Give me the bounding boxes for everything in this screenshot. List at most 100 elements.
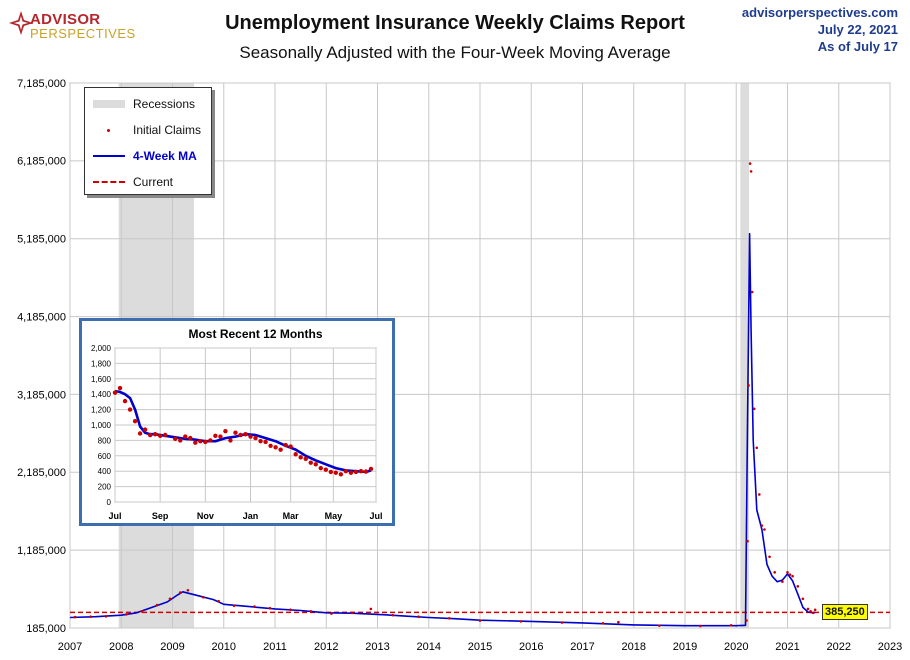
- main-claims-point: [601, 622, 605, 625]
- main-claims-point: [809, 609, 812, 613]
- main-claims-point: [186, 588, 190, 592]
- main-claims-point: [268, 606, 272, 610]
- inset-y-tick-label: 1,400: [91, 390, 112, 399]
- main-x-tick-label: 2010: [212, 641, 236, 653]
- inset-claims-point: [137, 431, 143, 436]
- inset-x-tick-label: Mar: [283, 511, 300, 521]
- main-claims-point: [729, 623, 733, 627]
- inset-x-tick-label: Jan: [243, 511, 259, 521]
- main-claims-point: [768, 555, 771, 559]
- main-claims-point: [73, 615, 77, 619]
- inset-claims-point: [233, 430, 238, 435]
- inset-claims-point: [333, 470, 339, 475]
- main-y-tick-label: 3,185,000: [17, 389, 66, 401]
- recession-swatch: [93, 98, 125, 110]
- inset-claims-point: [323, 467, 329, 472]
- main-claims-point: [801, 597, 805, 601]
- main-claims-point: [447, 616, 451, 620]
- legend: Recessions Initial Claims 4-Week MA Curr…: [84, 87, 212, 195]
- inset-claims-point: [273, 445, 278, 450]
- main-claims-point: [155, 603, 159, 607]
- inset-ma-line: [114, 389, 372, 474]
- main-claims-point: [811, 611, 815, 615]
- main-claims-point: [760, 524, 764, 527]
- main-claims-point: [786, 571, 789, 574]
- main-x-tick-label: 2012: [314, 641, 338, 653]
- main-claims-point: [104, 615, 108, 618]
- inset-claims-point: [278, 447, 283, 452]
- main-claims-point: [699, 624, 702, 628]
- compass-logo-icon: [9, 11, 33, 35]
- inset-claims-point: [368, 466, 374, 472]
- main-claims-point: [217, 599, 220, 603]
- main-ma-line: [69, 232, 816, 627]
- inset-claims-point: [358, 469, 364, 474]
- logo-line1: ADVISOR: [30, 11, 101, 28]
- main-claims-point: [232, 604, 236, 608]
- main-claims-point: [749, 170, 753, 173]
- main-claims-point: [178, 591, 182, 594]
- inset-claims-point: [353, 469, 359, 475]
- main-x-tick-label: 2023: [878, 641, 902, 653]
- inset-claims-point: [343, 469, 349, 474]
- main-x-tick-label: 2020: [724, 641, 748, 653]
- inset-claims-point: [223, 428, 228, 434]
- main-claims-point: [560, 621, 564, 624]
- legend-ma: 4-Week MA: [93, 147, 197, 165]
- main-claims-point: [140, 609, 144, 613]
- main-claims-point: [752, 407, 756, 411]
- inset-claims-point: [318, 465, 323, 471]
- main-recession-band: [740, 83, 750, 628]
- main-x-tick-label: 2021: [775, 641, 799, 653]
- main-claims-point: [755, 446, 759, 450]
- as-of-date: As of July 17: [817, 39, 898, 54]
- main-x-tick-label: 2009: [160, 641, 184, 653]
- inset-claims-point: [293, 452, 298, 457]
- inset-claims-point: [313, 462, 318, 467]
- inset-claims-point: [253, 435, 258, 441]
- claims-swatch: [93, 124, 125, 136]
- main-claims-point: [330, 612, 333, 615]
- legend-current: Current: [93, 173, 173, 191]
- main-claims-point: [125, 613, 128, 616]
- logo-line2: PERSPECTIVES: [30, 26, 136, 41]
- inset-claims-point: [218, 434, 223, 439]
- inset-claims-point: [152, 432, 158, 437]
- inset-y-tick-label: 1,000: [91, 421, 112, 430]
- inset-y-tick-label: 800: [98, 436, 112, 445]
- main-claims-point: [813, 608, 817, 612]
- inset-claims-point: [147, 432, 153, 438]
- main-x-tick-label: 2017: [570, 641, 594, 653]
- main-x-tick-label: 2011: [263, 641, 287, 653]
- inset-claims-point: [178, 438, 183, 443]
- legend-recessions: Recessions: [93, 95, 195, 113]
- main-x-tick-label: 2016: [519, 641, 543, 653]
- main-claims-point: [168, 597, 172, 601]
- main-claims-point: [391, 613, 395, 617]
- inset-claims-point: [198, 438, 203, 444]
- legend-claims-label: Initial Claims: [133, 123, 202, 137]
- inset-claims-point: [308, 460, 313, 465]
- main-x-tick-label: 2008: [109, 641, 133, 653]
- main-claims-point: [350, 611, 354, 615]
- inset-claims-point: [263, 439, 268, 445]
- inset-title: Most Recent 12 Months: [188, 327, 322, 341]
- legend-current-label: Current: [133, 175, 174, 189]
- main-claims-point: [747, 384, 750, 387]
- main-y-tick-label: 5,185,000: [17, 234, 66, 246]
- main-claims-point: [658, 624, 661, 627]
- current-value-label: 385,250: [822, 604, 868, 620]
- main-claims-point: [89, 615, 92, 619]
- chart-subtitle: Seasonally Adjusted with the Four-Week M…: [239, 43, 671, 62]
- main-claims-point: [201, 595, 205, 599]
- inset-claims-point: [328, 469, 334, 475]
- main-claims-point: [748, 162, 752, 165]
- inset-y-tick-label: 2,000: [91, 344, 112, 353]
- main-claims-point: [478, 619, 482, 622]
- site-info: advisorperspectives.com July 22, 2021 As…: [742, 4, 898, 55]
- inset-claims-point: [132, 418, 138, 424]
- main-claims-point: [763, 528, 766, 531]
- main-claims-point: [788, 573, 792, 576]
- main-claims-point: [791, 574, 794, 578]
- main-y-tick-label: 4,185,000: [17, 311, 66, 323]
